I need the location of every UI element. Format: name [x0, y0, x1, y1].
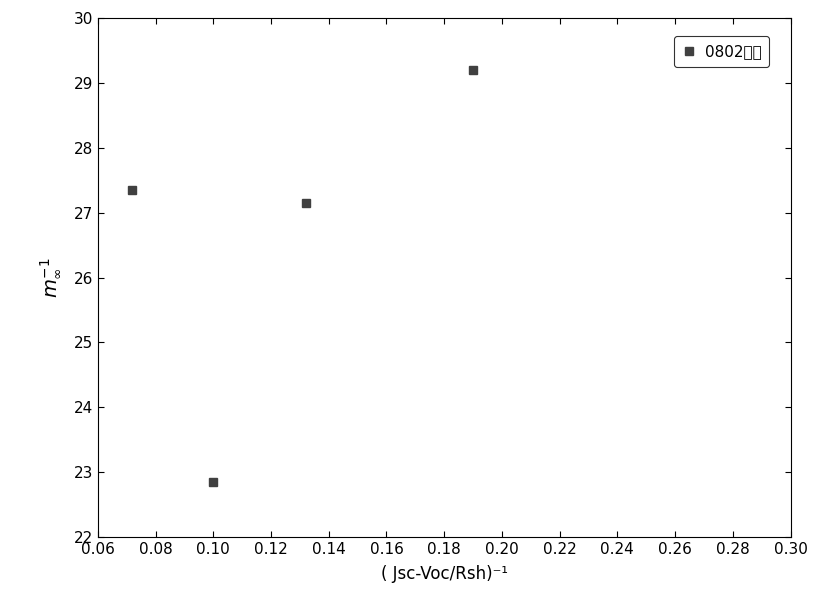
- 0802组件: [301, 199, 311, 207]
- Line: 0802组件: 0802组件: [128, 66, 478, 486]
- Legend: 0802组件: 0802组件: [674, 37, 769, 66]
- Y-axis label: $m_{\infty}^{-1}$: $m_{\infty}^{-1}$: [39, 257, 63, 298]
- 0802组件: [209, 478, 218, 486]
- X-axis label: ( Jsc-Voc/Rsh)⁻¹: ( Jsc-Voc/Rsh)⁻¹: [381, 565, 508, 583]
- 0802组件: [127, 187, 137, 194]
- 0802组件: [468, 66, 478, 74]
